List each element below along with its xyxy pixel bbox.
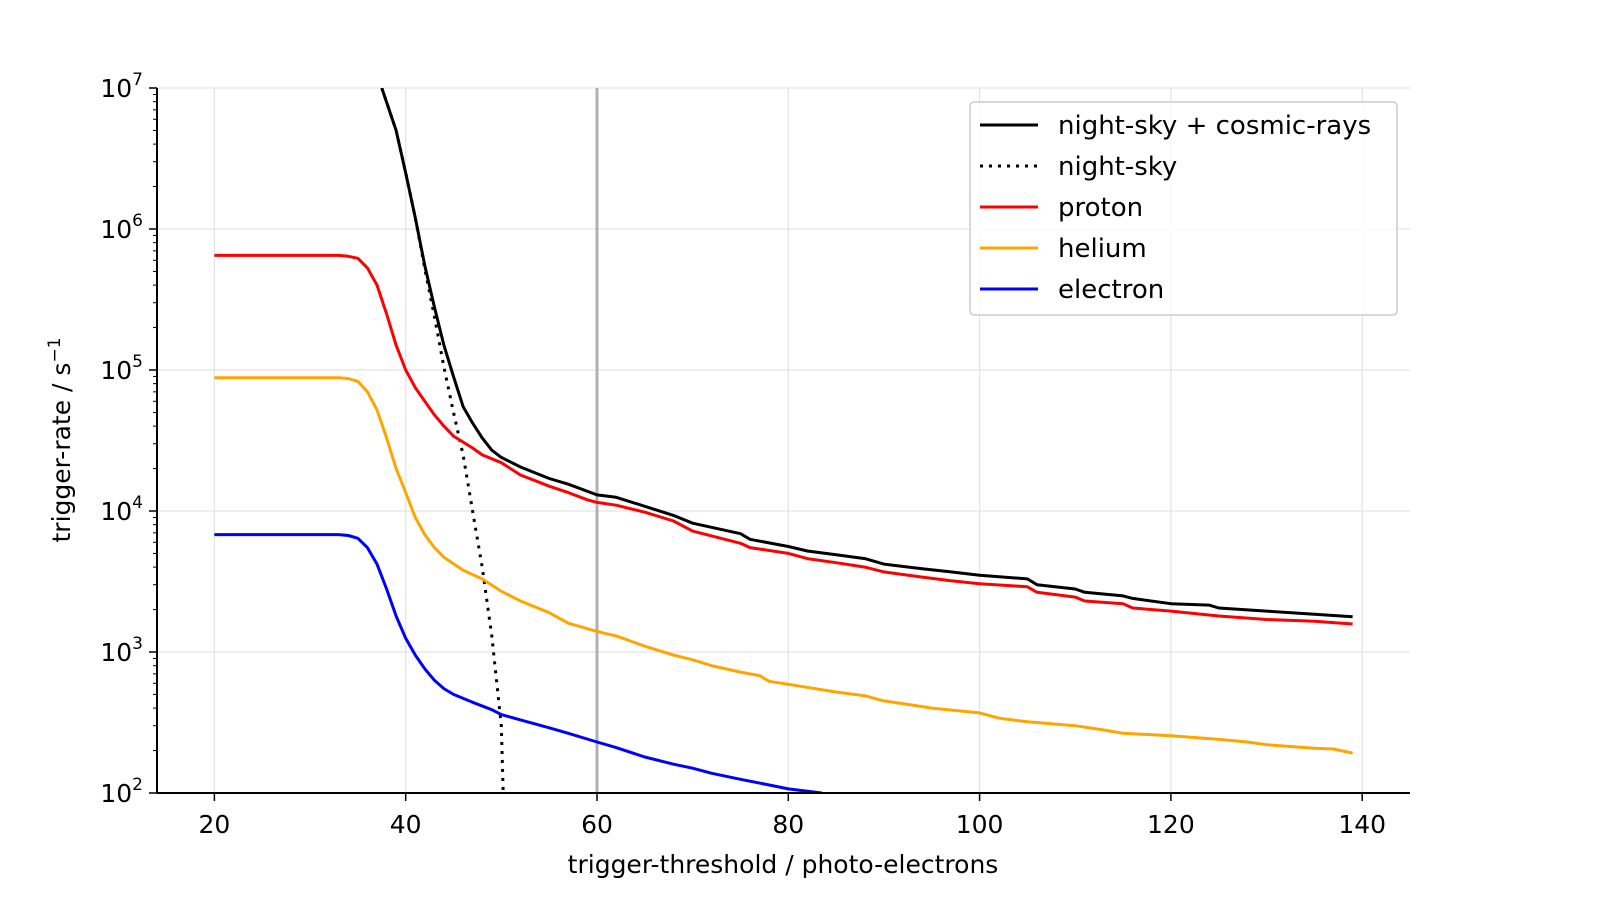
y-tick-label: 105 xyxy=(100,352,143,385)
x-tick-label: 80 xyxy=(772,810,804,839)
series-group xyxy=(214,88,1353,793)
legend-label: night-sky + cosmic-rays xyxy=(1058,111,1371,141)
series-line-night-sky-cosmic-rays xyxy=(380,88,1353,619)
y-axis-label-exponent: −1 xyxy=(45,337,65,362)
series-line-helium xyxy=(214,376,1353,755)
legend-label: helium xyxy=(1058,234,1147,264)
x-tick-label: 60 xyxy=(581,810,613,839)
legend-box xyxy=(969,101,1398,316)
axes xyxy=(156,88,1410,794)
y-tick-label: 106 xyxy=(100,211,143,244)
x-tick-label: 120 xyxy=(1147,810,1195,839)
y-tick-label: 104 xyxy=(100,493,143,526)
y-tick-label: 102 xyxy=(100,775,143,808)
legend: night-sky + cosmic-rays night-sky proton he… xyxy=(969,101,1398,316)
series-line-electron xyxy=(214,533,822,793)
x-tick-label: 40 xyxy=(390,810,422,839)
x-ticks: 20 40 60 80 100 120 140 xyxy=(198,793,1386,839)
series-line-proton xyxy=(214,253,1353,626)
y-tick-label: 107 xyxy=(100,70,143,103)
x-tick-label: 140 xyxy=(1338,810,1386,839)
legend-label: electron xyxy=(1058,275,1164,305)
y-tick-label: 103 xyxy=(100,634,143,667)
y-ticks: 102 103 104 105 106 107 xyxy=(100,70,157,808)
y-axis-label-text: trigger-rate / s xyxy=(47,363,76,543)
x-tick-label: 20 xyxy=(198,810,230,839)
legend-label: night-sky xyxy=(1058,152,1177,182)
x-axis-label: trigger-threshold / photo-electrons xyxy=(568,850,999,879)
y-axis-label: trigger-rate / s−1 xyxy=(45,337,76,542)
x-tick-label: 100 xyxy=(956,810,1004,839)
legend-label: proton xyxy=(1058,193,1143,223)
